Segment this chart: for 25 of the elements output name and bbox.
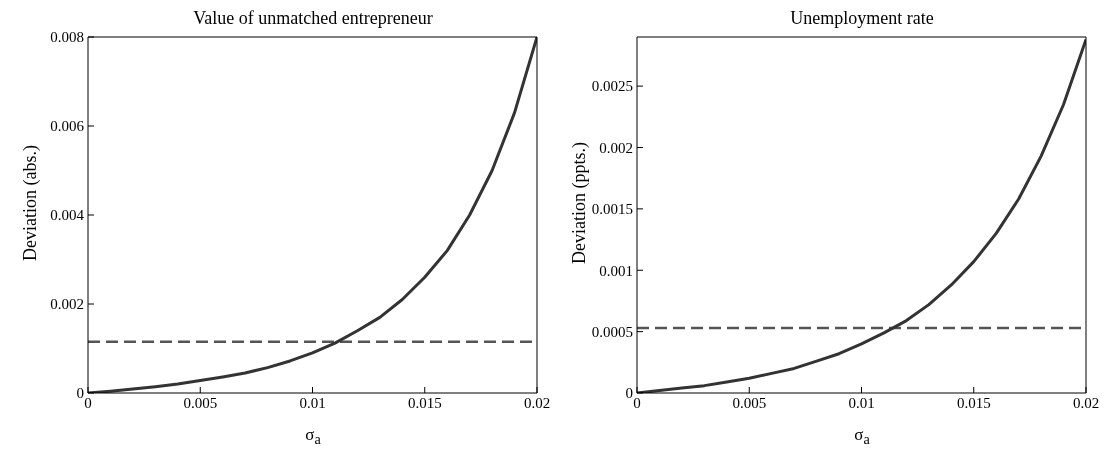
- y-tick-label: 0.001: [599, 262, 633, 279]
- x-axis-title: σ$_{a}$: [304, 424, 322, 448]
- x-tick-label: 0.01: [848, 394, 875, 411]
- y-tick-label: 0.0025: [591, 78, 633, 95]
- x-tick-label: 0.01: [299, 394, 326, 411]
- x-tick-label: 0.005: [732, 394, 767, 411]
- chart-title: Value of unmatched entrepreneur: [192, 8, 434, 29]
- x-tick-label: 0.02: [1072, 394, 1100, 411]
- x-tick-label: 0.02: [523, 394, 551, 411]
- chart-title: Unemployment rate: [789, 8, 935, 29]
- y-tick-label: 0.006: [50, 118, 85, 135]
- line-series: [88, 37, 537, 393]
- x-tick-label: 0.015: [956, 394, 991, 411]
- y-tick-label: 0.008: [50, 29, 84, 46]
- y-tick-label: 0.002: [599, 139, 633, 156]
- y-tick-label: 0.004: [50, 207, 85, 224]
- y-tick-label: 0.0005: [591, 323, 633, 340]
- x-tick-label: 0.015: [407, 394, 442, 411]
- line-series: [637, 37, 1086, 393]
- y-tick-label: 0.002: [50, 296, 84, 313]
- y-tick-label: 0.0015: [591, 201, 633, 218]
- x-tick-label: 0.005: [183, 394, 218, 411]
- y-axis-title: Deviation (abs.): [19, 145, 41, 261]
- x-axis-title: σ$_{a}$: [853, 424, 871, 448]
- y-axis-title: Deviation (ppts.): [568, 142, 590, 264]
